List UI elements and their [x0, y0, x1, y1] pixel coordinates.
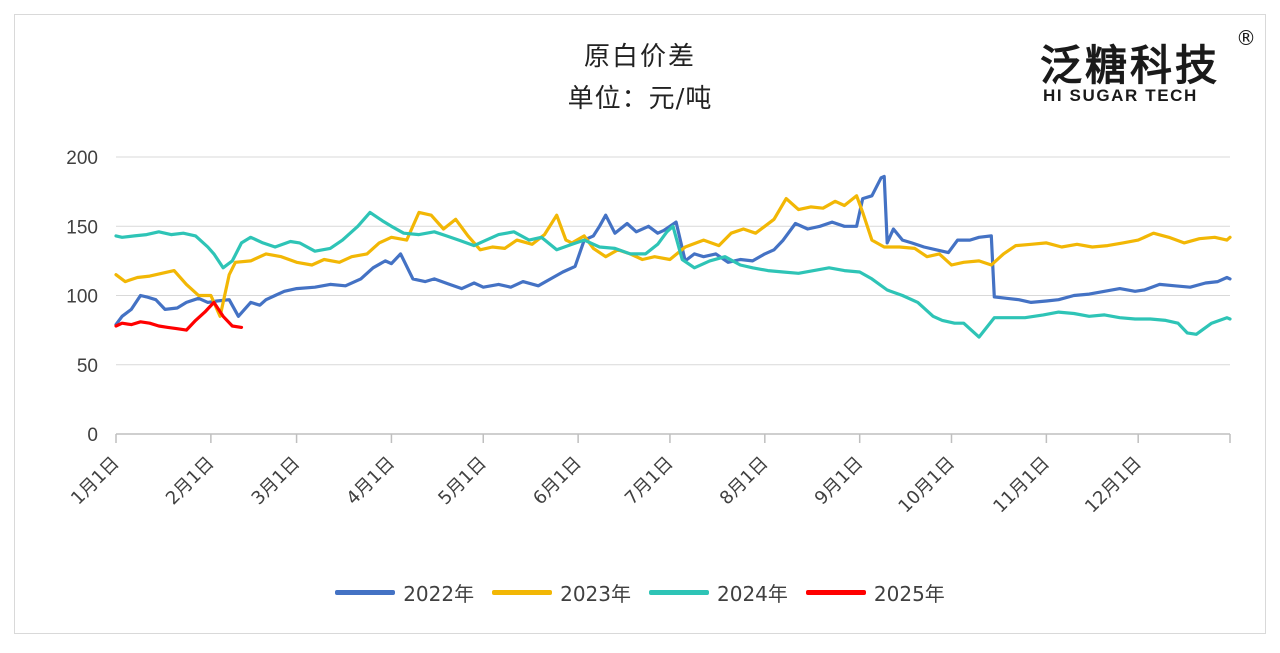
y-tick-label: 0 — [87, 425, 98, 446]
logo-cn-text: 泛糖科技 — [1040, 41, 1221, 90]
chart-legend: 2022年 2023年 2024年 2025年 — [0, 578, 1280, 607]
y-tick-label: 200 — [66, 148, 98, 169]
legend-label: 2025年 — [873, 582, 945, 606]
logo-en-text: HI SUGAR TECH — [1043, 86, 1198, 105]
chart-subtitle: 单位：元/吨 — [567, 84, 713, 114]
x-tick-label: 4月1日 — [342, 453, 399, 510]
legend-item: 2023年 — [492, 578, 631, 607]
series-line-2022年 — [114, 174, 1232, 327]
brand-logo: 泛糖科技 ® HI SUGAR TECH — [1040, 26, 1270, 112]
series-line-2023年 — [114, 194, 1232, 318]
series-line-2024年 — [114, 210, 1232, 339]
x-tick-label: 5月1日 — [434, 453, 491, 510]
x-tick-label: 6月1日 — [529, 453, 586, 510]
x-tick-label: 8月1日 — [716, 453, 773, 510]
series-line-2025年 — [114, 300, 244, 332]
x-tick-label: 11月1日 — [989, 453, 1054, 518]
chart-title: 原白价差 — [583, 42, 696, 72]
legend-label: 2023年 — [560, 582, 631, 606]
y-tick-label: 50 — [77, 356, 98, 377]
x-tick-label: 2月1日 — [162, 453, 219, 510]
registered-mark: ® — [1236, 26, 1256, 50]
chart-frame — [14, 14, 1266, 634]
legend-item: 2024年 — [649, 578, 788, 607]
legend-label: 2024年 — [717, 582, 788, 606]
legend-swatch — [805, 590, 866, 595]
x-tick-label: 12月1日 — [1081, 453, 1146, 518]
y-tick-label: 150 — [66, 217, 98, 238]
legend-item: 2025年 — [805, 578, 945, 607]
x-tick-label: 7月1日 — [621, 453, 678, 510]
legend-label: 2022年 — [403, 582, 475, 606]
legend-swatch — [492, 590, 553, 595]
x-tick-label: 9月1日 — [811, 453, 868, 510]
legend-swatch — [335, 590, 396, 595]
y-tick-label: 100 — [66, 287, 98, 308]
x-tick-label: 1月1日 — [67, 453, 124, 510]
legend-swatch — [649, 590, 709, 595]
x-tick-label: 3月1日 — [248, 453, 305, 510]
legend-item: 2022年 — [335, 578, 474, 607]
x-tick-label: 10月1日 — [894, 453, 959, 518]
